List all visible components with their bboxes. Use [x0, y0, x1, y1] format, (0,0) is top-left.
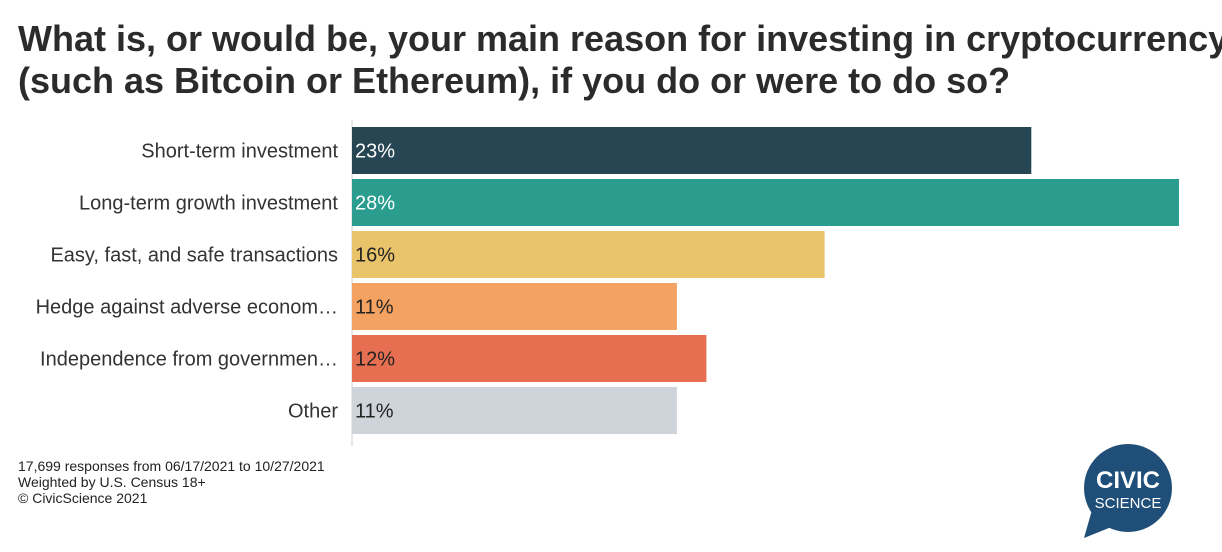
logo-text-civic: CIVIC: [1096, 467, 1160, 494]
chart-title-line-1: What is, or would be, your main reason f…: [18, 18, 1222, 59]
chart-title: What is, or would be, your main reason f…: [18, 18, 1222, 102]
logo-bubble-tail: [1084, 510, 1114, 538]
category-label-3: Easy, fast, and safe transactions: [50, 245, 338, 267]
value-label-4: 11%: [355, 297, 394, 319]
category-label-4: Hedge against adverse econom…: [36, 297, 338, 319]
bar-5: [352, 335, 707, 382]
chart-title-line-2: (such as Bitcoin or Ethereum), if you do…: [18, 60, 1011, 101]
civicscience-logo: CIVIC SCIENCE: [1084, 444, 1172, 538]
value-label-6: 11%: [355, 401, 394, 423]
value-label-1: 23%: [355, 141, 395, 163]
value-label-5: 12%: [355, 349, 395, 371]
value-label-2: 28%: [355, 193, 395, 215]
category-label-1: Short-term investment: [141, 141, 338, 163]
logo-speech-bubble: [1084, 444, 1172, 532]
bar-3: [352, 231, 825, 278]
footer-responses: 17,699 responses from 06/17/2021 to 10/2…: [18, 458, 325, 474]
category-label-2: Long-term growth investment: [79, 193, 338, 215]
footer-weighting: Weighted by U.S. Census 18+: [18, 474, 206, 490]
bar-1: [352, 127, 1032, 174]
value-label-3: 16%: [355, 245, 395, 267]
chart-bars: Short-term investment 23% Long-term growth…: [36, 127, 1179, 434]
category-label-6: Other: [288, 401, 338, 423]
logo-text-science: SCIENCE: [1095, 495, 1162, 512]
bar-4: [352, 283, 677, 330]
bar-2: [352, 179, 1179, 226]
chart-footer: 17,699 responses from 06/17/2021 to 10/2…: [18, 458, 325, 506]
footer-copyright: © CivicScience 2021: [18, 490, 148, 506]
bar-6: [352, 387, 677, 434]
category-label-5: Independence from governmen…: [40, 349, 338, 371]
